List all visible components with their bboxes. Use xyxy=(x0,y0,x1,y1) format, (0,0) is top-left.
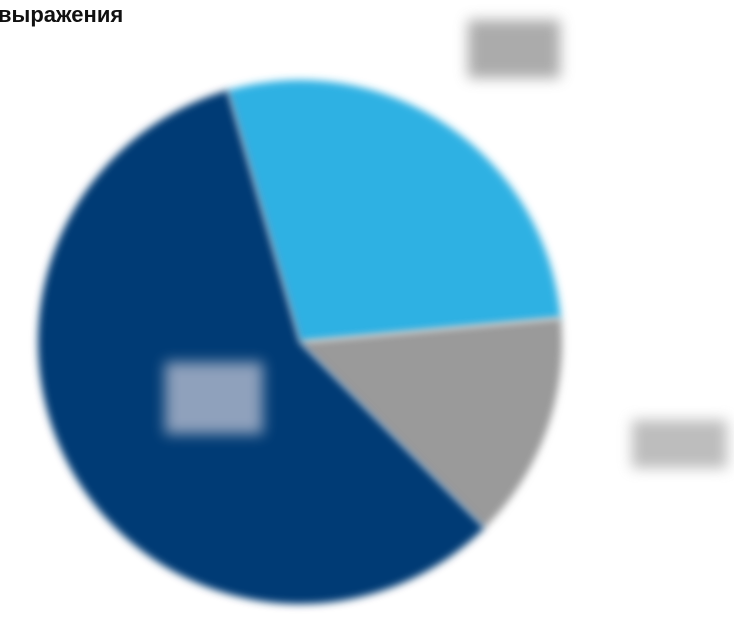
slice-label-light-blue xyxy=(468,20,560,78)
slice-label-dark-blue xyxy=(165,362,263,434)
pie-labels xyxy=(165,20,727,468)
pie-slice-2 xyxy=(300,318,562,528)
pie-slices xyxy=(38,80,562,605)
pie-slice-3 xyxy=(38,90,485,605)
pie-slice-1 xyxy=(227,80,561,343)
chart-title: выражения xyxy=(0,2,124,27)
slice-label-gray xyxy=(632,420,727,468)
